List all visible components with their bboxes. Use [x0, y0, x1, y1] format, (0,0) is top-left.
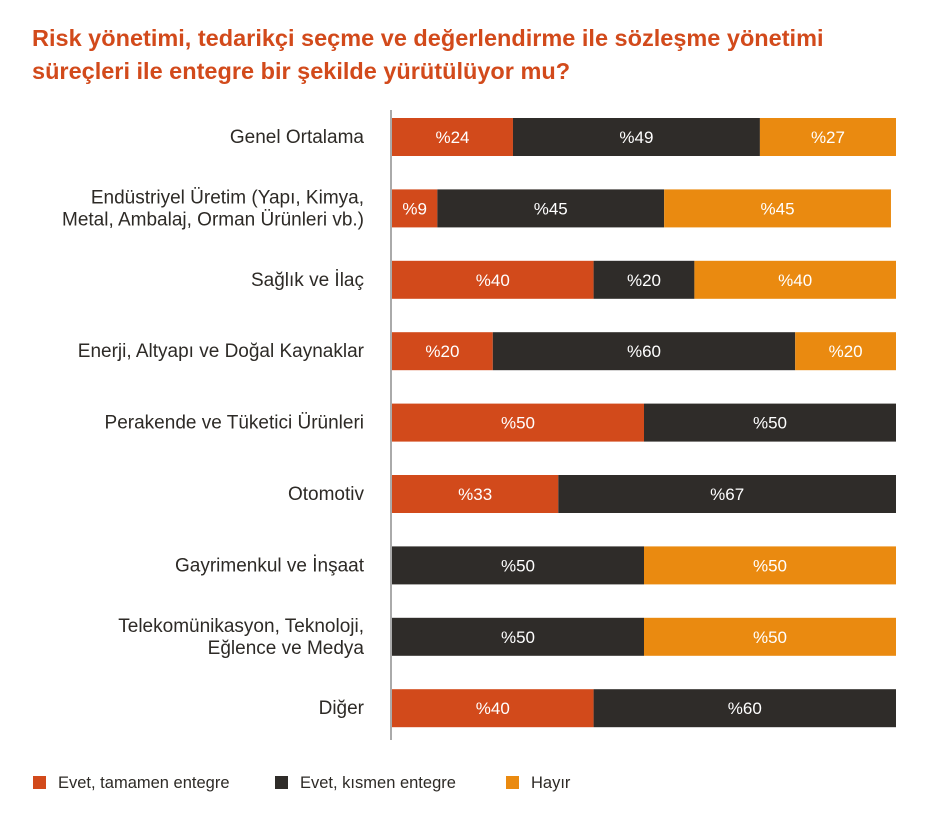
legend-swatch	[506, 776, 519, 789]
category-label: Telekomünikasyon, Teknoloji, Eğlence ve M…	[118, 616, 364, 659]
data-label: %24	[435, 128, 469, 147]
legend-swatch	[275, 776, 288, 789]
legend-item: Evet, tamamen entegre	[33, 774, 230, 792]
legend-label: Hayır	[531, 774, 571, 792]
bar-segment	[392, 189, 438, 228]
category-label: Genel Ortalama	[230, 127, 365, 148]
data-label: %50	[753, 556, 787, 575]
data-label: %45	[761, 199, 795, 218]
bar-segment	[644, 403, 896, 442]
bar-segment	[759, 118, 896, 156]
data-label: %45	[534, 199, 568, 218]
data-label: %20	[627, 271, 661, 290]
bar-segment	[392, 546, 644, 585]
bar-segment	[593, 689, 896, 728]
legend-label: Evet, tamamen entegre	[58, 774, 230, 792]
bar-segment	[664, 189, 891, 228]
data-label: %20	[425, 342, 459, 361]
data-label: %49	[619, 128, 653, 147]
data-label: %27	[811, 128, 845, 147]
legend-swatch	[33, 776, 46, 789]
category-label: Perakende ve Tüketici Ürünleri	[105, 413, 364, 434]
bar-segment	[392, 617, 644, 656]
category-label: Gayrimenkul ve İnşaat	[175, 555, 365, 576]
data-label: %60	[728, 699, 762, 718]
bar-segment	[392, 689, 594, 728]
bar-segment	[512, 118, 760, 156]
bar-segment	[593, 260, 695, 299]
bar-segment	[392, 403, 644, 442]
bar-segment	[437, 189, 665, 228]
chart-title-line2: süreçleri ile entegre bir şekilde yürütü…	[32, 58, 571, 84]
bar-segment	[492, 332, 796, 371]
data-label: %50	[753, 414, 787, 433]
bar-segment	[558, 475, 896, 513]
data-label: %33	[458, 485, 492, 504]
bar-segment	[392, 118, 513, 156]
bar-segment	[644, 617, 896, 656]
bar-segment	[392, 332, 493, 371]
bar-segment	[795, 332, 896, 371]
category-label: Diğer	[319, 698, 365, 719]
category-label: Sağlık ve İlaç	[251, 270, 364, 291]
data-label: %20	[829, 342, 863, 361]
data-label: %50	[501, 414, 535, 433]
data-label: %40	[476, 699, 510, 718]
data-label: %50	[501, 628, 535, 647]
data-label: %40	[778, 271, 812, 290]
category-label: Endüstriyel Üretim (Yapı, Kimya, Metal, A…	[62, 187, 364, 230]
data-label: %60	[627, 342, 661, 361]
data-label: %50	[753, 628, 787, 647]
bar-segment	[392, 475, 559, 513]
legend-item: Hayır	[506, 774, 571, 792]
data-label: %9	[402, 199, 427, 218]
legend-item: Evet, kısmen entegre	[275, 774, 456, 792]
data-label: %50	[501, 556, 535, 575]
data-label: %67	[710, 485, 744, 504]
legend-label: Evet, kısmen entegre	[300, 774, 456, 792]
bar-segment	[392, 260, 594, 299]
bar-segment	[644, 546, 896, 585]
category-label: Otomotiv	[288, 484, 365, 505]
category-label: Enerji, Altyapı ve Doğal Kaynaklar	[78, 341, 365, 362]
chart-title-line1: Risk yönetimi, tedarikçi seçme ve değerl…	[32, 25, 824, 51]
data-label: %40	[476, 271, 510, 290]
bar-segment	[694, 260, 896, 299]
chart-title: Risk yönetimi, tedarikçi seçme ve değerl…	[32, 22, 912, 88]
